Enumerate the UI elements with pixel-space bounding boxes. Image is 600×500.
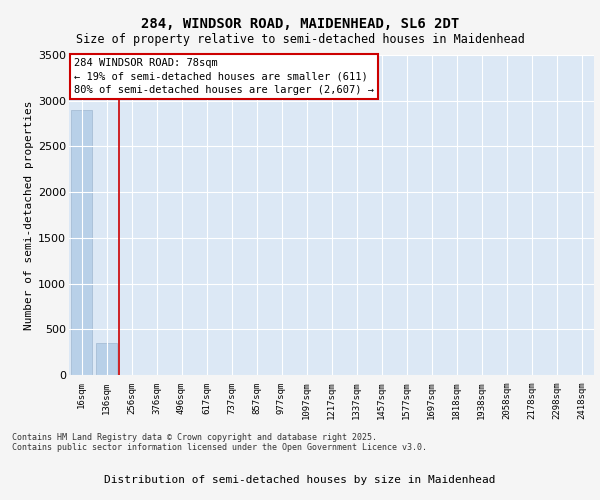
Text: 284 WINDSOR ROAD: 78sqm
← 19% of semi-detached houses are smaller (611)
80% of s: 284 WINDSOR ROAD: 78sqm ← 19% of semi-de… [74,58,374,94]
Text: 284, WINDSOR ROAD, MAIDENHEAD, SL6 2DT: 284, WINDSOR ROAD, MAIDENHEAD, SL6 2DT [141,18,459,32]
Text: Distribution of semi-detached houses by size in Maidenhead: Distribution of semi-detached houses by … [104,475,496,485]
Bar [96,343,117,375]
Bar [71,110,92,375]
Y-axis label: Number of semi-detached properties: Number of semi-detached properties [24,100,34,330]
Text: Size of property relative to semi-detached houses in Maidenhead: Size of property relative to semi-detach… [76,32,524,46]
Text: Contains public sector information licensed under the Open Government Licence v3: Contains public sector information licen… [12,444,427,452]
Text: Contains HM Land Registry data © Crown copyright and database right 2025.: Contains HM Land Registry data © Crown c… [12,434,377,442]
